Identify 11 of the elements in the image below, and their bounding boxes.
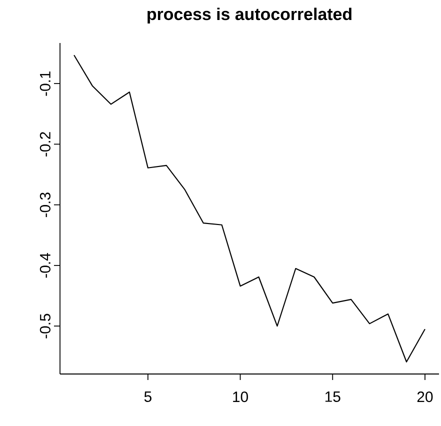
chart-title: process is autocorrelated: [148, 8, 352, 24]
line-series: [73, 54, 426, 362]
y-tick-label: -0.4: [40, 253, 50, 278]
y-tick-label: -0.3: [40, 192, 50, 218]
y-tick-label: -0.2: [40, 132, 50, 156]
x-tick-label: 15: [325, 392, 340, 402]
x-tick-label: 10: [233, 392, 248, 402]
x-tick-label: 5: [144, 392, 152, 402]
x-tick-label: 20: [417, 392, 433, 402]
y-tick-label: -0.5: [40, 314, 50, 338]
y-tick-label: -0.1: [40, 71, 50, 96]
